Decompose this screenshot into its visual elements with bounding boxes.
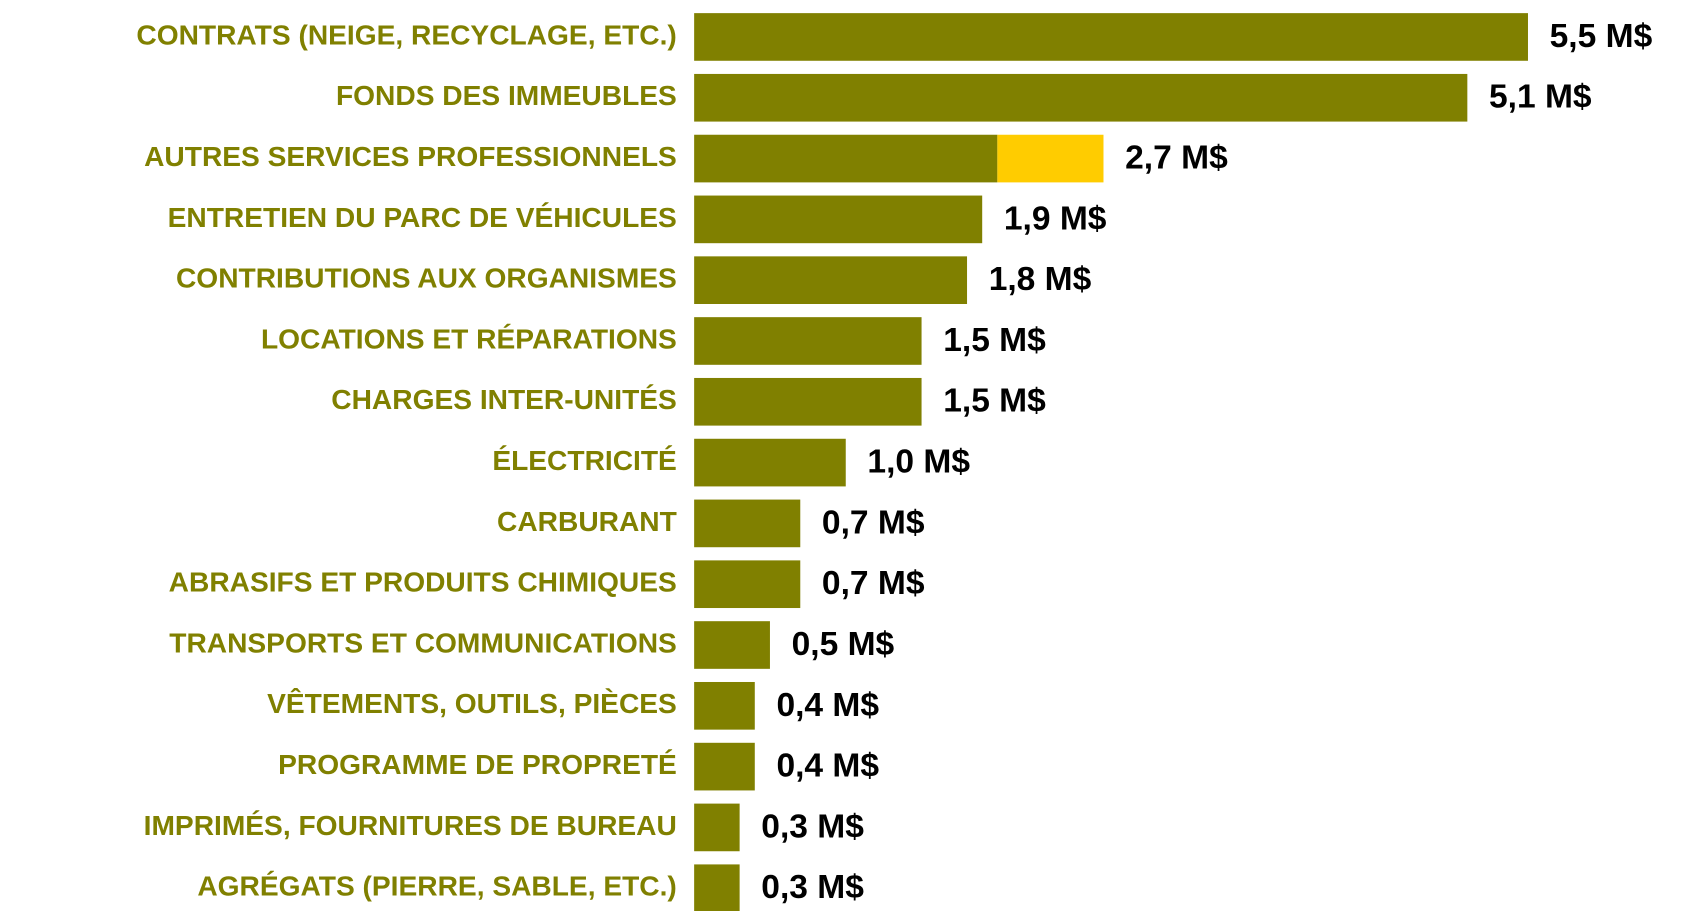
bar-segment — [694, 134, 998, 183]
value-label: 1,8 M$ — [989, 261, 1092, 298]
category-label: CHARGES INTER-UNITÉS — [331, 384, 677, 415]
value-label: 0,4 M$ — [776, 748, 879, 785]
value-label: 0,7 M$ — [822, 565, 925, 602]
category-label: CONTRIBUTIONS AUX ORGANISMES — [176, 263, 677, 294]
bar-segment — [694, 742, 755, 791]
category-label: ÉLECTRICITÉ — [492, 445, 676, 476]
value-label: 1,5 M$ — [943, 322, 1046, 359]
category-label: LOCATIONS ET RÉPARATIONS — [261, 323, 677, 354]
category-label: AUTRES SERVICES PROFESSIONNELS — [144, 141, 677, 172]
bar-segment — [694, 256, 968, 305]
value-label: 5,1 M$ — [1489, 79, 1592, 116]
bar-segment — [694, 317, 922, 365]
value-label: 1,5 M$ — [943, 383, 1046, 420]
value-label: 5,5 M$ — [1550, 18, 1653, 55]
value-label: 0,4 M$ — [776, 687, 879, 724]
value-label: 0,3 M$ — [761, 869, 864, 906]
category-label: AGRÉGATS (PIERRE, SABLE, ETC.) — [197, 871, 676, 902]
value-label: 0,5 M$ — [792, 626, 895, 663]
bar-segment — [694, 13, 1528, 61]
value-label: 0,3 M$ — [761, 808, 864, 845]
bar-segment — [694, 681, 755, 730]
category-label: TRANSPORTS ET COMMUNICATIONS — [169, 627, 677, 658]
bar-segment — [694, 195, 983, 244]
value-label: 2,7 M$ — [1125, 140, 1228, 177]
bar-segment — [694, 864, 740, 911]
category-label: CONTRATS (NEIGE, RECYCLAGE, ETC.) — [136, 19, 676, 50]
value-label: 0,7 M$ — [822, 504, 925, 541]
category-label: CARBURANT — [497, 506, 677, 537]
bar-segment — [694, 499, 801, 548]
category-label: VÊTEMENTS, OUTILS, PIÈCES — [267, 688, 677, 719]
bar-segment — [694, 560, 801, 609]
value-label: 1,9 M$ — [1004, 200, 1107, 237]
value-label: 1,0 M$ — [867, 444, 970, 481]
category-label: FONDS DES IMMEUBLES — [336, 80, 677, 111]
bar-segment — [997, 134, 1104, 183]
category-label: IMPRIMÉS, FOURNITURES DE BUREAU — [144, 810, 677, 841]
bar-segment — [694, 621, 770, 669]
bar-segment — [694, 377, 922, 426]
category-label: ENTRETIEN DU PARC DE VÉHICULES — [168, 202, 677, 233]
category-label: ABRASIFS ET PRODUITS CHIMIQUES — [169, 567, 677, 598]
bar-segment — [694, 438, 846, 487]
bar-segment — [694, 803, 740, 852]
category-label: PROGRAMME DE PROPRETÉ — [278, 749, 677, 780]
bar-segment — [694, 73, 1468, 122]
